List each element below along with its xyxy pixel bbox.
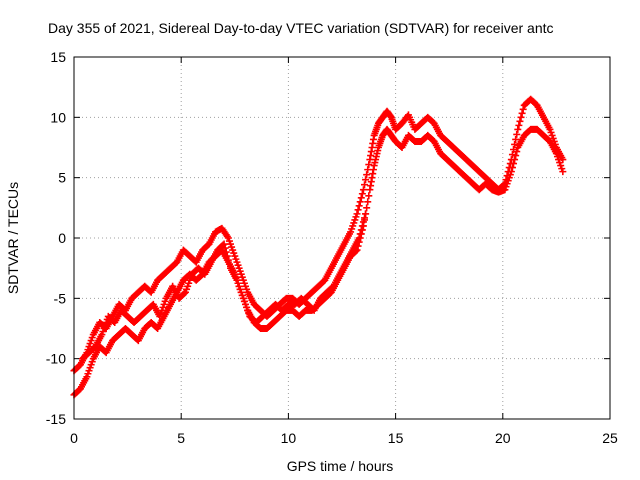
y-tick-label: -15 xyxy=(46,411,66,427)
data-point xyxy=(512,152,520,160)
data-point xyxy=(361,181,369,189)
chart-title: Day 355 of 2021, Sidereal Day-to-day VTE… xyxy=(48,20,554,36)
data-point xyxy=(224,256,232,264)
data-point xyxy=(559,168,567,176)
data-point xyxy=(513,130,521,138)
grid-lines xyxy=(74,57,610,419)
data-point xyxy=(363,171,371,179)
data-point xyxy=(519,105,527,113)
x-tick-label: 25 xyxy=(602,430,618,446)
data-point xyxy=(355,202,363,210)
data-point xyxy=(222,248,230,256)
data-point xyxy=(359,218,367,226)
data-point xyxy=(365,192,373,200)
y-tick-label: 10 xyxy=(50,109,66,125)
data-point xyxy=(365,161,373,169)
x-axis-title: GPS time / hours xyxy=(287,458,394,474)
x-tick-label: 5 xyxy=(177,430,185,446)
y-tick-label: -10 xyxy=(46,351,66,367)
data-point xyxy=(355,234,363,242)
x-tick-label: 0 xyxy=(70,430,78,446)
data-point xyxy=(357,226,365,234)
data-point xyxy=(223,252,231,260)
data-point xyxy=(511,156,519,164)
data-point xyxy=(358,190,366,198)
series-series-c xyxy=(79,210,370,363)
y-tick-label: 15 xyxy=(50,49,66,65)
data-point xyxy=(357,194,365,202)
data-point xyxy=(225,260,233,268)
data-point xyxy=(356,230,364,238)
x-tick-label: 20 xyxy=(495,430,511,446)
data-point xyxy=(514,125,522,133)
data-point xyxy=(353,210,361,218)
data-point xyxy=(517,113,525,121)
data-point xyxy=(510,160,518,168)
data-point xyxy=(363,204,371,212)
data-point xyxy=(507,168,515,176)
data-points xyxy=(70,95,567,399)
y-axis-title: SDTVAR / TECUs xyxy=(5,182,21,294)
data-point xyxy=(356,198,364,206)
data-point xyxy=(358,222,366,230)
data-point xyxy=(359,186,367,194)
x-tick-label: 15 xyxy=(388,430,404,446)
plot-frame xyxy=(73,56,611,420)
data-point xyxy=(513,148,521,156)
data-point xyxy=(516,117,524,125)
data-point xyxy=(180,289,188,297)
data-point xyxy=(362,210,370,218)
x-tick-label: 10 xyxy=(281,430,297,446)
data-point xyxy=(508,151,516,159)
data-point xyxy=(221,244,229,252)
y-tick-label: 5 xyxy=(58,170,66,186)
data-point xyxy=(220,240,228,248)
y-tick-label: -5 xyxy=(54,290,67,306)
data-point xyxy=(515,121,523,129)
data-point xyxy=(512,135,520,143)
data-point xyxy=(518,109,526,117)
data-point xyxy=(362,176,370,184)
data-point xyxy=(361,214,369,222)
data-point xyxy=(354,206,362,214)
data-point xyxy=(508,164,516,172)
y-tick-label: 0 xyxy=(58,230,66,246)
y-axis-ticks: -15 -10 -5 0 5 10 15 xyxy=(46,49,610,427)
data-point xyxy=(364,198,372,206)
